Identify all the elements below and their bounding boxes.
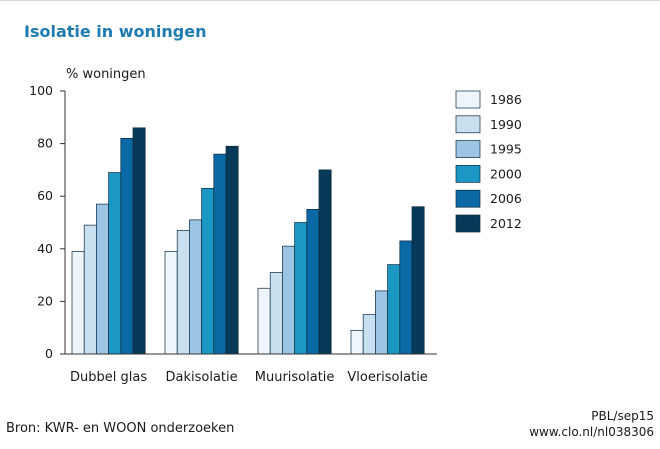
bar-muurisolatie-2012 [318, 169, 332, 355]
y-tick-label-60: 60 [37, 188, 53, 203]
y-axis-label: % woningen [66, 67, 146, 82]
legend-label-1995: 1995 [490, 142, 522, 157]
legend-label-2012: 2012 [490, 216, 522, 231]
credit-note: PBL/sep15 www.clo.nl/nl038306 [529, 408, 654, 440]
legend-swatch-1990 [455, 115, 481, 134]
x-category-label: Dubbel glas [70, 370, 147, 385]
x-category-label: Dakisolatie [166, 370, 238, 385]
bar-muurisolatie-2006 [306, 209, 320, 355]
bar-muurisolatie-2000 [294, 222, 308, 355]
bar-dakisolatie-2000 [201, 187, 215, 355]
legend-swatch-1986 [455, 90, 481, 109]
credit-line-2: www.clo.nl/nl038306 [529, 425, 654, 439]
legend-label-1990: 1990 [490, 117, 522, 132]
bar-dakisolatie-1986 [164, 251, 178, 355]
top-rule [0, 0, 660, 1]
legend-swatch-2006 [455, 189, 481, 208]
legend-swatch-1995 [455, 140, 481, 158]
bar-dakisolatie-1995 [189, 219, 202, 355]
y-tick-label-20: 20 [37, 293, 53, 308]
bar-muurisolatie-1986 [257, 287, 271, 355]
source-note: Bron: KWR- en WOON onderzoeken [6, 421, 235, 436]
x-category-label: Muurisolatie [255, 370, 335, 385]
bar-dubbel-glas-2006 [120, 137, 134, 355]
bar-dakisolatie-1990 [176, 230, 190, 355]
chart-title: Isolatie in woningen [24, 22, 207, 41]
legend-label-2006: 2006 [490, 191, 522, 206]
y-tick-label-40: 40 [37, 241, 53, 256]
bar-vloerisolatie-2012 [411, 206, 425, 355]
bar-dakisolatie-2012 [225, 145, 239, 355]
bar-muurisolatie-1990 [269, 272, 283, 355]
legend-swatch-2012 [455, 214, 481, 233]
legend-swatch-2000 [455, 165, 481, 183]
legend-label-1986: 1986 [490, 92, 522, 107]
y-tick-label-0: 0 [45, 346, 53, 361]
y-tick-label-100: 100 [29, 83, 53, 98]
bar-dubbel-glas-1995 [96, 203, 109, 355]
bar-vloerisolatie-2006 [399, 240, 413, 355]
x-category-label: Vloerisolatie [347, 370, 427, 385]
bar-vloerisolatie-1995 [375, 290, 388, 355]
bar-muurisolatie-1995 [282, 245, 295, 355]
bar-dubbel-glas-2000 [108, 172, 122, 355]
legend-label-2000: 2000 [490, 166, 522, 181]
bar-dakisolatie-2006 [213, 153, 227, 355]
bar-vloerisolatie-2000 [387, 264, 401, 355]
bar-vloerisolatie-1986 [350, 329, 364, 355]
y-tick-label-80: 80 [37, 136, 53, 151]
credit-line-1: PBL/sep15 [591, 409, 654, 423]
bar-dubbel-glas-2012 [132, 127, 146, 355]
bar-dubbel-glas-1990 [83, 224, 97, 355]
bar-dubbel-glas-1986 [71, 251, 85, 355]
bar-vloerisolatie-1990 [362, 314, 376, 355]
